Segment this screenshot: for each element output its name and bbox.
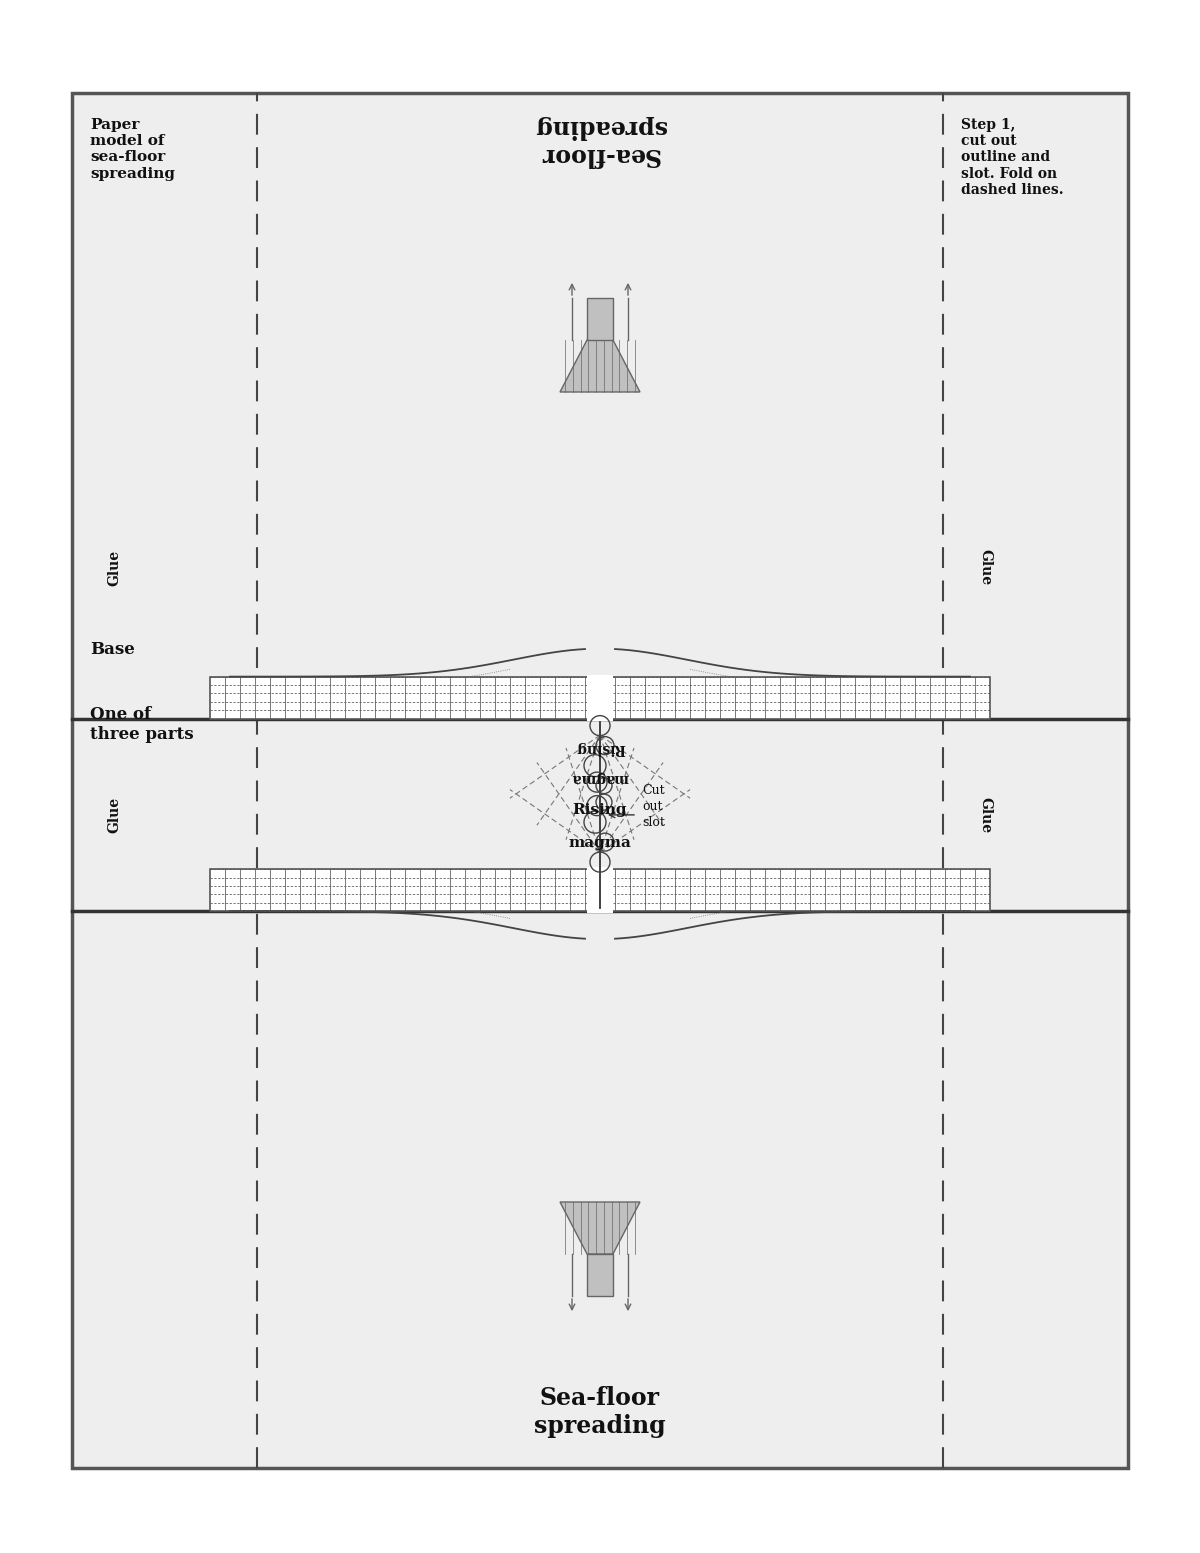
Text: Glue: Glue — [107, 797, 121, 832]
Text: Sea-floor
spreading: Sea-floor spreading — [534, 115, 666, 166]
Polygon shape — [560, 340, 640, 391]
Bar — [210, 870, 990, 912]
Text: magma: magma — [569, 836, 631, 849]
Polygon shape — [560, 1202, 640, 1253]
Text: One of
three parts: One of three parts — [90, 707, 193, 742]
Text: Cut
out
slot: Cut out slot — [642, 784, 665, 829]
Text: Sea-floor
spreading: Sea-floor spreading — [534, 1385, 666, 1438]
Bar — [72, 93, 1128, 1468]
Text: Paper
model of
sea-floor
spreading: Paper model of sea-floor spreading — [90, 118, 175, 180]
Bar — [587, 867, 613, 913]
Bar — [210, 677, 990, 719]
Text: Rising: Rising — [572, 803, 628, 817]
Bar — [587, 298, 613, 340]
Text: Glue: Glue — [978, 550, 992, 585]
Text: Rising: Rising — [575, 741, 625, 755]
Bar — [587, 1253, 613, 1297]
Text: Base: Base — [90, 641, 134, 658]
Text: magma: magma — [571, 772, 629, 786]
Text: Step 1,
cut out
outline and
slot. Fold on
dashed lines.: Step 1, cut out outline and slot. Fold o… — [961, 118, 1064, 197]
Bar — [587, 674, 613, 721]
Text: Glue: Glue — [107, 550, 121, 585]
Text: Glue: Glue — [978, 797, 992, 832]
